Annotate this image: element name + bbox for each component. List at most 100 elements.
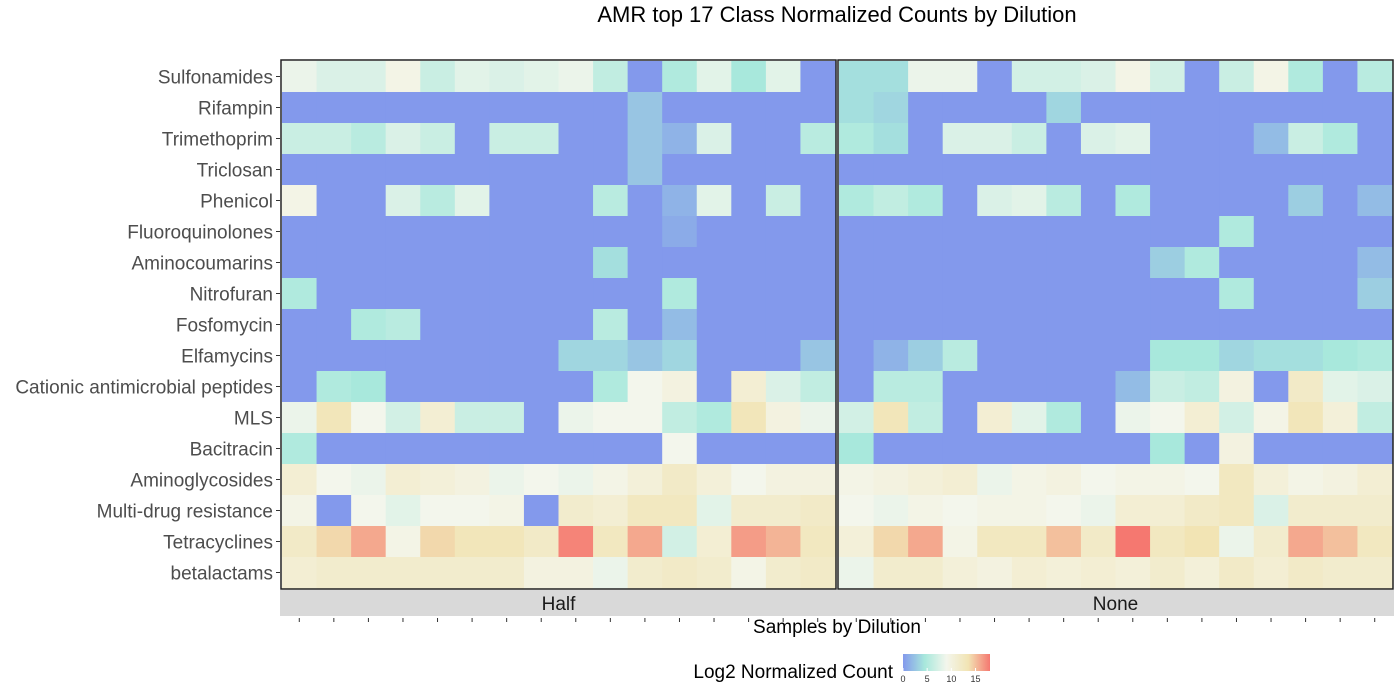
heatmap-cell bbox=[731, 278, 767, 310]
heatmap-cell bbox=[627, 495, 663, 527]
heatmap-cell bbox=[1322, 340, 1358, 372]
heatmap-cell bbox=[1184, 526, 1220, 558]
heatmap-cell bbox=[977, 526, 1013, 558]
heatmap-cell bbox=[627, 123, 663, 155]
facet-strip-label: None bbox=[1093, 594, 1138, 615]
heatmap-cell bbox=[731, 185, 767, 217]
heatmap-cell bbox=[454, 309, 490, 341]
heatmap-cell bbox=[839, 92, 875, 124]
heatmap-cell bbox=[627, 309, 663, 341]
heatmap-cell bbox=[316, 61, 352, 93]
heatmap-cell bbox=[1150, 371, 1186, 403]
heatmap-cell bbox=[1080, 61, 1116, 93]
heatmap-cell bbox=[1288, 185, 1324, 217]
heatmap-cell bbox=[1219, 216, 1255, 248]
heatmap-cell bbox=[942, 495, 978, 527]
heatmap-cell bbox=[839, 495, 875, 527]
heatmap-cell bbox=[1253, 123, 1289, 155]
heatmap-cell bbox=[558, 402, 594, 434]
heatmap-cell bbox=[765, 557, 801, 589]
heatmap-cell bbox=[942, 464, 978, 496]
heatmap-cell bbox=[558, 371, 594, 403]
heatmap-cell bbox=[908, 464, 944, 496]
heatmap-cell bbox=[1184, 123, 1220, 155]
legend: Log2 Normalized Count 0 5 10 15 bbox=[693, 654, 990, 684]
heatmap-cell bbox=[316, 154, 352, 186]
heatmap-cell bbox=[351, 402, 387, 434]
heatmap-cell bbox=[765, 464, 801, 496]
heatmap-cell bbox=[1253, 216, 1289, 248]
heatmap-cell bbox=[1184, 309, 1220, 341]
heatmap-cell bbox=[489, 278, 525, 310]
heatmap-cell bbox=[731, 433, 767, 465]
heatmap-cell bbox=[942, 526, 978, 558]
heatmap-cell bbox=[1357, 61, 1393, 93]
heatmap-cell bbox=[800, 433, 836, 465]
heatmap-cell bbox=[1357, 340, 1393, 372]
heatmap-cell bbox=[765, 371, 801, 403]
heatmap-cell bbox=[1150, 154, 1186, 186]
heatmap-cell bbox=[385, 340, 421, 372]
heatmap-cell bbox=[1115, 185, 1151, 217]
row-label: Rifampin bbox=[198, 99, 273, 120]
heatmap-cell bbox=[731, 247, 767, 279]
heatmap-cell bbox=[1184, 92, 1220, 124]
heatmap-cell bbox=[385, 247, 421, 279]
heatmap-cell bbox=[1150, 340, 1186, 372]
heatmap-cell bbox=[282, 278, 318, 310]
heatmap-cell bbox=[1322, 92, 1358, 124]
heatmap-cell bbox=[1288, 61, 1324, 93]
heatmap-cell bbox=[1011, 216, 1047, 248]
heatmap-cell bbox=[627, 526, 663, 558]
heatmap-cell bbox=[839, 123, 875, 155]
heatmap-cell bbox=[489, 216, 525, 248]
heatmap-cell bbox=[420, 402, 456, 434]
heatmap-cell bbox=[765, 61, 801, 93]
heatmap-cell bbox=[420, 495, 456, 527]
heatmap-cell bbox=[627, 154, 663, 186]
heatmap-cell bbox=[523, 123, 559, 155]
heatmap-cell bbox=[593, 154, 629, 186]
heatmap-cell bbox=[351, 433, 387, 465]
heatmap-cell bbox=[1011, 371, 1047, 403]
heatmap-cell bbox=[316, 309, 352, 341]
heatmap-cell bbox=[1288, 526, 1324, 558]
heatmap-cell bbox=[1288, 340, 1324, 372]
heatmap-cell bbox=[351, 278, 387, 310]
heatmap-cell bbox=[593, 92, 629, 124]
heatmap-cell bbox=[1322, 247, 1358, 279]
heatmap-cell bbox=[385, 526, 421, 558]
heatmap-cell bbox=[454, 433, 490, 465]
heatmap-cell bbox=[873, 340, 909, 372]
heatmap-cell bbox=[351, 340, 387, 372]
heatmap-cell bbox=[800, 247, 836, 279]
heatmap-cell bbox=[316, 526, 352, 558]
heatmap-cell bbox=[1080, 557, 1116, 589]
heatmap-cell bbox=[977, 433, 1013, 465]
heatmap-cell bbox=[839, 309, 875, 341]
heatmap-cell bbox=[1011, 464, 1047, 496]
heatmap-cell bbox=[908, 495, 944, 527]
heatmap-cell bbox=[558, 433, 594, 465]
heatmap-cell bbox=[627, 216, 663, 248]
heatmap-cell bbox=[454, 495, 490, 527]
heatmap-cell bbox=[1357, 371, 1393, 403]
heatmap-cell bbox=[385, 464, 421, 496]
heatmap-cell bbox=[1080, 495, 1116, 527]
heatmap-cell bbox=[385, 216, 421, 248]
heatmap-cell bbox=[1011, 309, 1047, 341]
heatmap-cell bbox=[765, 278, 801, 310]
heatmap-cell bbox=[1011, 526, 1047, 558]
heatmap-cell bbox=[282, 371, 318, 403]
heatmap-cell bbox=[627, 247, 663, 279]
heatmap-cell bbox=[1357, 154, 1393, 186]
heatmap-cell bbox=[420, 371, 456, 403]
heatmap-cell bbox=[558, 154, 594, 186]
heatmap-cell bbox=[942, 433, 978, 465]
heatmap-cell bbox=[908, 402, 944, 434]
heatmap-cell bbox=[873, 371, 909, 403]
heatmap-cell bbox=[696, 495, 732, 527]
heatmap-cell bbox=[558, 92, 594, 124]
heatmap-cell bbox=[1046, 185, 1082, 217]
heatmap-cell bbox=[1253, 402, 1289, 434]
